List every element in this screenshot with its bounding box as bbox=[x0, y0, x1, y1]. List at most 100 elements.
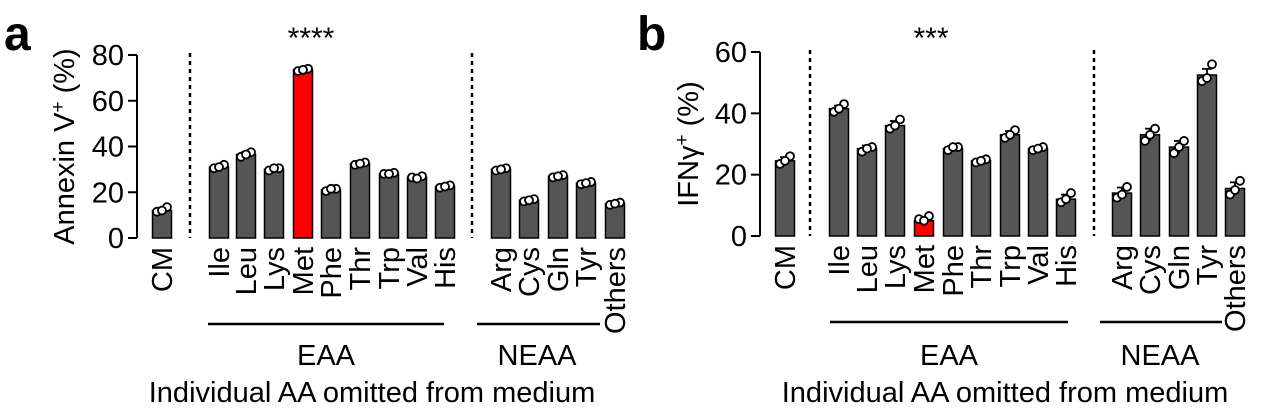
y-tick-label: 60 bbox=[92, 86, 124, 118]
bar-cys bbox=[1139, 134, 1161, 237]
bar-val bbox=[1027, 147, 1049, 237]
data-point bbox=[919, 215, 929, 226]
x-tick-label-cys: Cys bbox=[514, 247, 546, 297]
x-tick-label-ile: Ile bbox=[824, 245, 856, 276]
group-label-neaa: NEAA bbox=[1121, 340, 1201, 372]
panel-label: a bbox=[4, 8, 31, 61]
x-tick-label-others: Others bbox=[600, 247, 632, 334]
bar-phe bbox=[942, 147, 964, 237]
bar-his bbox=[434, 185, 456, 239]
bar-met bbox=[292, 69, 314, 239]
bar-phe bbox=[320, 189, 342, 239]
data-point bbox=[1202, 73, 1212, 83]
y-axis-title-superscript: + bbox=[48, 101, 69, 112]
data-point bbox=[496, 164, 506, 175]
data-point bbox=[326, 183, 336, 194]
data-point bbox=[524, 195, 534, 206]
data-point bbox=[157, 205, 167, 216]
data-point bbox=[1169, 148, 1179, 159]
bar-ile bbox=[828, 107, 850, 237]
data-point bbox=[1066, 188, 1076, 198]
x-tick-label-val: Val bbox=[1023, 245, 1055, 285]
bar-lys bbox=[263, 168, 285, 239]
x-tick-label-ile: Ile bbox=[204, 247, 236, 278]
x-axis-title: Individual AA omitted from medium bbox=[149, 377, 595, 409]
data-point bbox=[1122, 182, 1132, 192]
x-tick-label-cys: Cys bbox=[1135, 245, 1167, 295]
data-point bbox=[384, 169, 394, 179]
x-tick-label-cm: CM bbox=[770, 245, 802, 290]
data-point bbox=[780, 155, 790, 166]
y-axis-title-main: IFNγ bbox=[673, 145, 705, 207]
data-point bbox=[890, 120, 900, 131]
x-tick-label-thr: Thr bbox=[966, 245, 998, 289]
data-point bbox=[862, 143, 872, 154]
x-tick-label-met: Met bbox=[288, 247, 320, 295]
x-tick-label-phe: Phe bbox=[316, 247, 348, 299]
x-tick-label-arg: Arg bbox=[486, 247, 518, 292]
x-tick-label-phe: Phe bbox=[938, 245, 970, 297]
bar-trp bbox=[999, 134, 1021, 237]
data-point bbox=[976, 155, 986, 166]
x-tick-label-met: Met bbox=[909, 245, 941, 293]
y-axis-title-superscript: + bbox=[672, 134, 693, 145]
y-tick-label: 60 bbox=[715, 37, 747, 69]
y-tick-label: 0 bbox=[108, 223, 124, 255]
x-tick-label-his: His bbox=[1051, 245, 1083, 287]
x-tick-label-cm: CM bbox=[147, 247, 179, 292]
panel-b: b 0 20 40 60 IFNγ+ (%) CM IleLeuLysMetPheThrTrp… bbox=[637, 8, 1252, 409]
bar-thr bbox=[349, 162, 371, 239]
data-point bbox=[895, 114, 905, 125]
bar-thr bbox=[970, 160, 992, 237]
data-point bbox=[1230, 185, 1240, 195]
bar-gln bbox=[1168, 146, 1190, 237]
data-point bbox=[1140, 136, 1150, 146]
bar-leu bbox=[235, 153, 257, 239]
bar-ile bbox=[208, 166, 230, 239]
y-tick-label: 40 bbox=[715, 98, 747, 130]
data-point bbox=[241, 149, 251, 160]
bar-val bbox=[406, 176, 428, 239]
data-point bbox=[440, 181, 450, 192]
x-tick-label-lys: Lys bbox=[259, 247, 291, 291]
bar-trp bbox=[378, 173, 400, 239]
data-point bbox=[412, 173, 422, 184]
panel-label: b bbox=[637, 8, 666, 61]
data-point bbox=[1179, 136, 1189, 146]
significance-label: *** bbox=[913, 22, 948, 55]
data-point bbox=[1150, 123, 1160, 134]
bar-cm bbox=[774, 160, 796, 237]
data-point bbox=[269, 163, 279, 174]
x-tick-label-trp: Trp bbox=[995, 245, 1027, 287]
x-tick-label-others: Others bbox=[1220, 245, 1252, 332]
bar-tyr bbox=[1196, 74, 1218, 237]
data-point bbox=[1145, 129, 1155, 140]
group-label-neaa: NEAA bbox=[498, 340, 578, 372]
y-axis-title-main: Annexin V bbox=[49, 112, 81, 245]
data-point bbox=[1174, 142, 1184, 152]
x-tick-label-tyr: Tyr bbox=[1192, 245, 1224, 286]
data-point bbox=[1033, 143, 1043, 154]
significance-label: **** bbox=[288, 22, 335, 55]
y-tick-label: 20 bbox=[92, 177, 124, 209]
data-point bbox=[834, 103, 844, 114]
panel-a: a 0 20 40 60 80 Annexin V+ (%) CM IleLeuLysMetPh… bbox=[4, 8, 632, 409]
data-point bbox=[1117, 189, 1127, 200]
x-tick-label-leu: Leu bbox=[231, 247, 263, 295]
x-tick-label-val: Val bbox=[402, 247, 434, 287]
data-point bbox=[581, 178, 591, 189]
y-tick-label: 40 bbox=[92, 132, 124, 164]
data-point bbox=[948, 142, 958, 152]
y-axis-title: Annexin V+ (%) bbox=[48, 48, 81, 244]
x-tick-label-his: His bbox=[430, 247, 462, 289]
bar-arg bbox=[490, 168, 512, 239]
group-label-eaa: EAA bbox=[297, 340, 356, 372]
group-label-eaa: EAA bbox=[920, 340, 979, 372]
x-tick-label-gln: Gln bbox=[543, 247, 575, 292]
y-axis-title: IFNγ+ (%) bbox=[672, 81, 705, 207]
data-point bbox=[1005, 129, 1015, 140]
x-tick-label-arg: Arg bbox=[1107, 245, 1139, 290]
x-axis-title: Individual AA omitted from medium bbox=[782, 377, 1228, 409]
x-tick-label-thr: Thr bbox=[345, 247, 377, 291]
data-point bbox=[610, 198, 620, 209]
